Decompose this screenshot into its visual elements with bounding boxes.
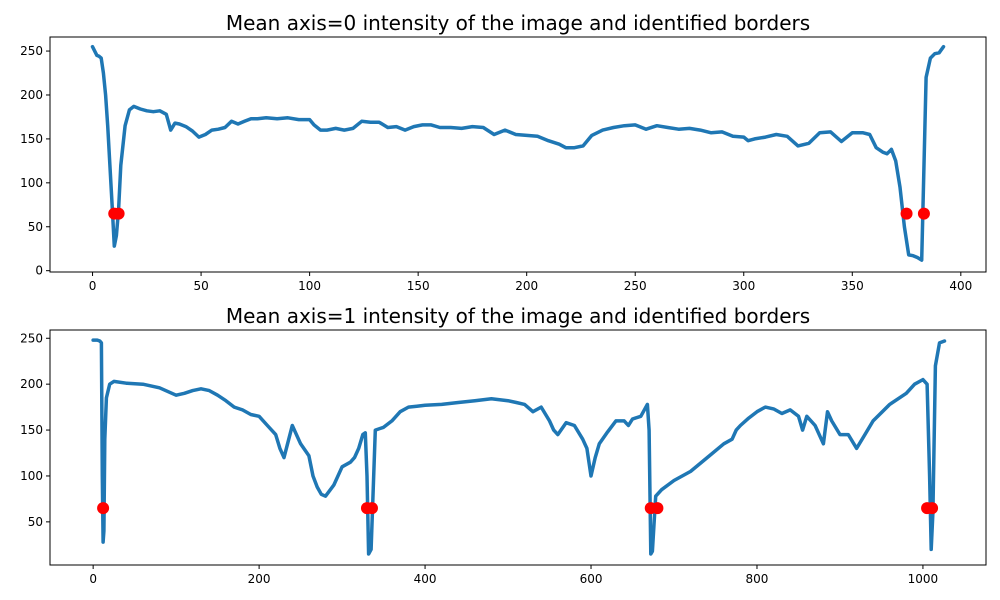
top-x-tick-label: 350 [841, 279, 864, 293]
bottom-border-marker [651, 502, 664, 515]
bottom-y-tick-label: 200 [20, 377, 43, 391]
top-x-tick-label: 150 [407, 279, 430, 293]
top-series-line-0 [90, 44, 946, 262]
bottom-chart-plot-area: 0 200 400 600 800 1000 50 100 150 200 250 [20, 329, 987, 586]
bottom-x-tick-label: 600 [580, 572, 603, 586]
top-y-tick-label: 0 [35, 264, 43, 278]
top-axes-frame [49, 36, 987, 273]
bottom-y-tick-label: 50 [28, 515, 43, 529]
bottom-axes-frame [49, 329, 987, 566]
top-chart-title: Mean axis=0 intensity of the image and i… [226, 11, 810, 35]
bottom-border-marker [365, 502, 378, 515]
top-chart-panel: Mean axis=0 intensity of the image and i… [20, 11, 987, 293]
top-border-marker [917, 207, 930, 220]
bottom-x-tick-label: 1000 [908, 572, 939, 586]
bottom-x-tick-label: 200 [248, 572, 271, 586]
top-y-tick-label: 50 [28, 220, 43, 234]
top-x-tick-label: 400 [949, 279, 972, 293]
bottom-y-tick-label: 100 [20, 469, 43, 483]
top-border-marker [112, 207, 125, 220]
top-x-tick-label: 50 [193, 279, 208, 293]
top-y-tick-label: 200 [20, 88, 43, 102]
top-x-tick-label: 300 [732, 279, 755, 293]
top-x-tick-label: 0 [89, 279, 97, 293]
bottom-x-tick-label: 800 [746, 572, 769, 586]
bottom-x-tick-label: 400 [414, 572, 437, 586]
top-x-tick-label: 200 [515, 279, 538, 293]
bottom-border-marker [926, 502, 939, 515]
bottom-chart-panel: Mean axis=1 intensity of the image and i… [20, 304, 987, 586]
top-y-tick-label: 100 [20, 176, 43, 190]
bottom-chart-title: Mean axis=1 intensity of the image and i… [226, 304, 810, 328]
top-border-marker [900, 207, 913, 220]
top-y-tick-label: 150 [20, 132, 43, 146]
bottom-y-tick-label: 150 [20, 423, 43, 437]
bottom-series-line-0 [91, 338, 947, 556]
bottom-border-marker [97, 502, 110, 515]
top-x-tick-label: 250 [624, 279, 647, 293]
bottom-x-tick-label: 0 [89, 572, 97, 586]
bottom-y-tick-label: 250 [20, 331, 43, 345]
top-x-tick-label: 100 [298, 279, 321, 293]
top-chart-plot-area: 0 50 100 150 200 250 300 350 400 0 50 100 150 200 250 [20, 36, 987, 293]
top-y-tick-label: 250 [20, 44, 43, 58]
